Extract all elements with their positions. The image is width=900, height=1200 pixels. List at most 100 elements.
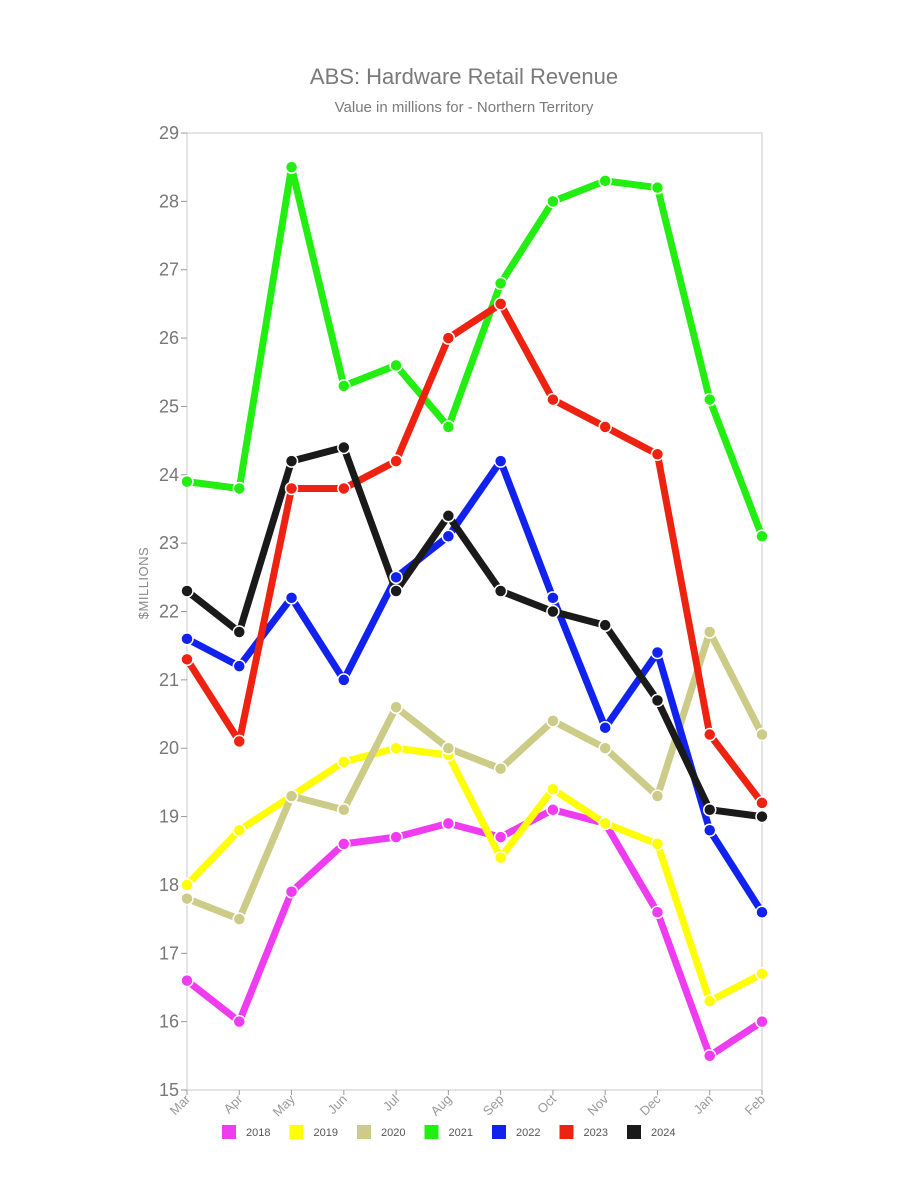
data-point-2023-Dec <box>650 447 665 462</box>
y-axis: 15 16 17 18 19 20 21 22 23 24 25 26 27 28 29 <box>159 123 187 1100</box>
data-point-2022-Nov <box>598 720 612 735</box>
chart-subtitle: Value in millions for - Northern Territo… <box>335 99 594 116</box>
data-point-2023-Aug <box>441 331 456 345</box>
x-tick-label: Sep <box>480 1092 507 1119</box>
y-tick-label: 25 <box>159 396 179 416</box>
x-tick-label: Apr <box>220 1091 245 1116</box>
series-lines <box>183 163 766 1060</box>
x-tick-label: May <box>270 1091 298 1119</box>
data-point-2023-Jan <box>702 727 717 742</box>
data-point-2021-Dec <box>650 180 665 195</box>
y-tick-label: 23 <box>159 533 179 553</box>
series-line-2018 <box>183 806 766 1060</box>
data-point-2019-Nov <box>598 816 612 831</box>
legend-swatch-2022 <box>492 1125 506 1139</box>
legend-label-2022: 2022 <box>516 1127 540 1139</box>
legend-label-2020: 2020 <box>381 1127 405 1139</box>
y-tick-label: 16 <box>159 1012 179 1032</box>
data-point-2024-Sep <box>493 584 508 598</box>
data-point-2023-Sep <box>493 297 508 311</box>
y-tick-label: 18 <box>159 875 179 895</box>
data-point-2022-Dec <box>650 645 665 660</box>
data-point-2024-May <box>284 454 299 468</box>
y-tick-label: 24 <box>159 465 179 485</box>
data-point-2020-Aug <box>441 741 456 755</box>
series-points <box>180 160 769 1063</box>
legend-swatch-2021 <box>424 1125 439 1139</box>
data-point-2023-Nov <box>598 420 612 434</box>
y-tick-label: 29 <box>159 123 179 143</box>
data-point-2018-Mar <box>180 973 194 988</box>
data-point-2018-Sep <box>493 830 508 844</box>
series-line-2024 <box>183 443 766 821</box>
data-point-2021-May <box>284 160 299 174</box>
x-tick-label: Oct <box>534 1091 559 1116</box>
data-point-2020-Apr <box>232 912 247 926</box>
data-point-2018-Jun <box>337 837 351 851</box>
data-point-2024-Aug <box>441 509 456 523</box>
data-point-2020-Nov <box>598 741 612 755</box>
data-point-2020-Feb <box>755 727 769 742</box>
data-point-2021-Apr <box>232 481 247 496</box>
legend: 2018 2019 2020 2021 2022 2023 2024 <box>222 1125 675 1139</box>
x-tick-label: Aug <box>428 1092 455 1119</box>
data-point-2018-May <box>284 885 299 899</box>
legend-label-2018: 2018 <box>246 1127 270 1139</box>
series-line-2020 <box>183 628 766 923</box>
data-point-2019-Feb <box>755 967 769 981</box>
data-point-2024-Apr <box>232 625 247 639</box>
data-point-2019-Mar <box>180 878 194 892</box>
data-point-2019-Jan <box>702 994 717 1008</box>
data-point-2024-Jul <box>389 584 403 598</box>
legend-label-2019: 2019 <box>314 1127 338 1139</box>
legend-swatch-2019 <box>289 1125 304 1139</box>
data-point-2019-Apr <box>232 823 247 837</box>
data-point-2018-Apr <box>232 1014 247 1029</box>
x-tick-label: Jul <box>380 1091 402 1113</box>
legend-swatch-2024 <box>627 1125 641 1139</box>
y-axis-label: $MILLIONS <box>136 547 151 619</box>
data-point-2020-Oct <box>546 714 560 728</box>
data-point-2018-Oct <box>546 802 560 817</box>
data-point-2022-Feb <box>755 905 769 920</box>
data-point-2022-Apr <box>232 659 247 673</box>
data-point-2020-Mar <box>180 891 194 906</box>
data-point-2018-Dec <box>650 905 665 920</box>
data-point-2020-Jul <box>389 700 403 714</box>
y-tick-label: 15 <box>159 1080 179 1100</box>
data-point-2023-Apr <box>232 734 247 749</box>
data-point-2021-Feb <box>755 529 769 544</box>
y-tick-label: 28 <box>159 191 179 211</box>
data-point-2023-Oct <box>546 392 560 407</box>
y-tick-label: 19 <box>159 807 179 827</box>
legend-label-2021: 2021 <box>449 1127 473 1139</box>
data-point-2022-Jul <box>389 570 403 585</box>
x-axis: Mar Apr May Jun Jul Aug Sep Oct Nov Dec Jan Feb <box>167 1090 768 1119</box>
y-tick-label: 26 <box>159 328 179 348</box>
data-point-2020-Jun <box>337 802 351 817</box>
data-point-2020-Sep <box>493 761 508 776</box>
data-point-2022-Sep <box>493 454 508 468</box>
series-line-2019 <box>183 744 766 1005</box>
data-point-2019-Dec <box>650 837 665 851</box>
data-point-2024-Dec <box>650 693 665 708</box>
data-point-2020-May <box>284 789 299 803</box>
data-point-2024-Mar <box>180 584 194 598</box>
data-point-2020-Dec <box>650 789 665 803</box>
data-point-2021-Jul <box>389 358 403 373</box>
legend-swatch-2023 <box>559 1125 574 1139</box>
data-point-2023-Jul <box>389 454 403 468</box>
data-point-2021-Jan <box>702 392 717 407</box>
legend-swatch-2020 <box>357 1125 371 1139</box>
data-point-2024-Oct <box>546 604 560 619</box>
data-point-2019-Jun <box>337 755 351 769</box>
series-line-2021 <box>183 163 766 540</box>
data-point-2018-Jan <box>702 1049 717 1063</box>
data-point-2024-Jun <box>337 440 351 455</box>
data-point-2022-Oct <box>546 591 560 605</box>
data-point-2023-May <box>284 481 299 496</box>
data-point-2018-Aug <box>441 816 456 831</box>
series-line-2022 <box>183 457 766 916</box>
data-point-2019-Jul <box>389 741 403 755</box>
